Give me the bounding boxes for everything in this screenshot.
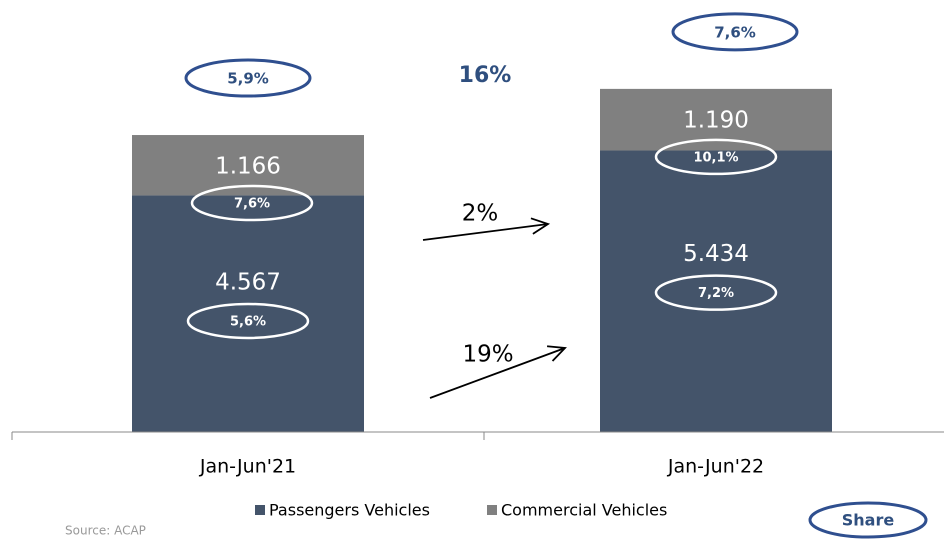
bar-segment	[600, 150, 832, 432]
legend-swatch	[487, 505, 497, 515]
share-oval	[190, 184, 314, 222]
growth-label: 19%	[462, 342, 513, 368]
legend-swatch	[255, 505, 265, 515]
share-oval	[654, 138, 778, 176]
value-label: 5.434	[683, 241, 749, 267]
total-share-label: 7,6%	[714, 23, 756, 41]
value-label: 1.166	[215, 154, 281, 180]
growth-arrow	[429, 345, 567, 399]
value-label: 4.567	[215, 269, 281, 295]
x-tick-label: Jan-Jun'21	[199, 456, 296, 478]
share-legend: Share	[842, 511, 895, 530]
value-label: 1.190	[683, 107, 749, 133]
total-share-oval	[184, 58, 312, 98]
share-label: 7,6%	[234, 197, 270, 212]
share-label: 5,6%	[230, 314, 266, 329]
legend-label: Commercial Vehicles	[501, 501, 667, 520]
arrow-part	[422, 223, 549, 241]
total-growth: 16%	[459, 63, 512, 88]
legend-label: Passengers Vehicles	[269, 501, 430, 520]
source: Source: ACAP	[65, 524, 146, 538]
share-oval	[654, 274, 778, 311]
arrow-part	[530, 217, 551, 235]
arrow-part	[429, 347, 566, 399]
bar-segment	[132, 195, 364, 432]
share-oval	[186, 302, 310, 340]
total-share-oval	[671, 12, 799, 52]
share-legend-oval	[808, 501, 928, 539]
x-tick-label: Jan-Jun'22	[667, 456, 764, 478]
arrow-part	[546, 345, 567, 362]
total-share-label: 5,9%	[227, 70, 269, 88]
growth-arrow	[422, 217, 551, 241]
share-label: 10,1%	[693, 150, 738, 165]
growth-label: 2%	[462, 201, 499, 227]
share-label: 7,2%	[698, 286, 734, 301]
